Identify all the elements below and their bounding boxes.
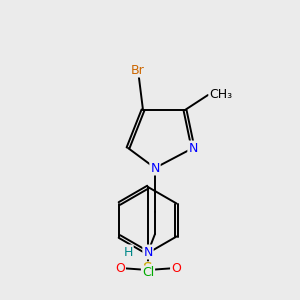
Text: O: O bbox=[115, 262, 125, 275]
Text: S: S bbox=[143, 262, 153, 278]
Text: H: H bbox=[123, 245, 133, 259]
Text: Br: Br bbox=[131, 64, 145, 76]
Text: N: N bbox=[143, 245, 153, 259]
Text: CH₃: CH₃ bbox=[209, 88, 232, 101]
Text: Cl: Cl bbox=[142, 266, 154, 280]
Text: O: O bbox=[171, 262, 181, 275]
Text: N: N bbox=[188, 142, 198, 154]
Text: N: N bbox=[150, 161, 160, 175]
